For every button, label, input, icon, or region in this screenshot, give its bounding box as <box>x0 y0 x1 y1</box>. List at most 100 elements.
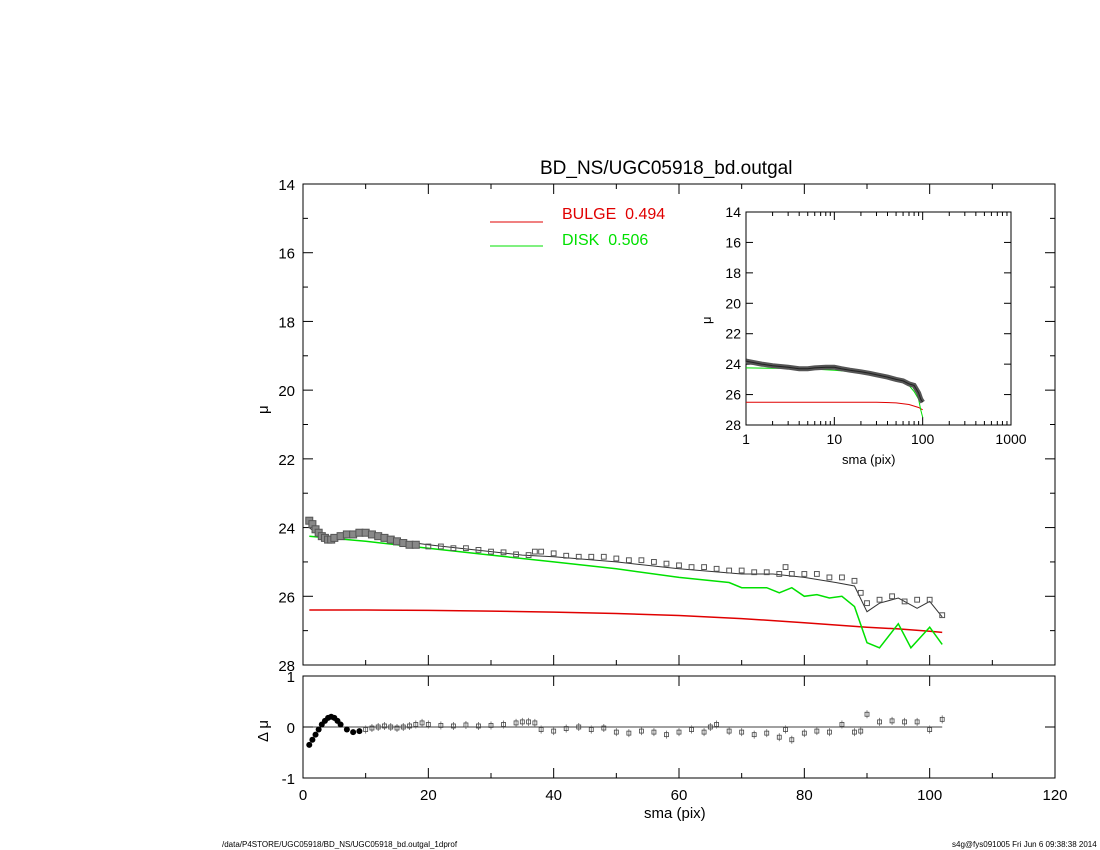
residual-point <box>776 734 782 740</box>
inset-y-axis-label: μ <box>699 316 714 325</box>
legend-bulge-label: BULGE <box>562 206 617 223</box>
observed-point <box>901 598 908 605</box>
inset-y-tick-label: 22 <box>725 326 741 342</box>
observed-point <box>531 548 538 555</box>
observed-point <box>513 551 519 558</box>
observed-point <box>876 596 883 603</box>
observed-point <box>411 540 420 549</box>
residual-point <box>714 722 719 727</box>
observed-point <box>475 547 482 553</box>
residual-point <box>751 732 757 738</box>
main-y-tick-label: 26 <box>278 589 295 606</box>
residual-point <box>419 720 425 726</box>
residual-point <box>438 723 444 728</box>
x-tick-label: 80 <box>796 787 813 804</box>
residual-y-axis-label: Δ μ <box>255 719 272 742</box>
residual-point <box>306 741 313 748</box>
residual-point <box>343 726 350 733</box>
observed-point <box>713 565 720 572</box>
residual-point <box>601 725 607 731</box>
residual-point <box>394 725 400 731</box>
residual-point <box>613 729 619 735</box>
residual-point <box>651 729 657 735</box>
observed-point <box>463 545 469 552</box>
main-y-tick-label: 18 <box>278 314 295 331</box>
legend-disk: DISK 0.506 <box>562 232 648 250</box>
legend-disk-label: DISK <box>562 232 600 249</box>
residual-point <box>382 723 387 729</box>
observed-point <box>613 555 620 562</box>
residual-point <box>701 729 707 735</box>
residual-point <box>789 737 795 743</box>
residual-point <box>858 728 864 734</box>
inset-y-tick-label: 20 <box>725 295 741 311</box>
residual-point <box>739 729 745 735</box>
observed-point <box>788 571 795 577</box>
residual-point <box>407 723 412 729</box>
inset-y-tick-label: 26 <box>725 387 741 403</box>
residual-panel: 10-10 20 40 60 80 100 120 <box>282 669 1068 804</box>
residual-point <box>463 722 469 728</box>
residual-point <box>726 728 732 734</box>
legend-bulge-value: 0.494 <box>625 206 666 223</box>
main-profile-panel: 14 16 18 20 22 24 26 28 <box>278 177 1056 675</box>
inset-x-tick-label: 1 <box>742 431 750 447</box>
residual-point <box>369 725 375 731</box>
residual-point <box>488 723 494 728</box>
observed-point <box>889 593 895 600</box>
observed-point <box>738 567 745 574</box>
residual-point <box>375 724 381 730</box>
residual-y-tick-label: -1 <box>282 771 295 788</box>
inset-y-tick-label: 18 <box>725 265 741 281</box>
inset-plot-frame <box>745 211 1012 426</box>
residual-point <box>852 729 857 735</box>
residual-point <box>309 736 316 743</box>
observed-point <box>600 553 607 560</box>
residual-y-tick-label: 0 <box>287 720 295 737</box>
bulge-model-line <box>309 609 943 634</box>
residual-point <box>889 718 895 724</box>
observed-point <box>926 596 933 603</box>
residual-point <box>707 724 713 730</box>
x-tick-label: 100 <box>917 787 942 804</box>
residual-point <box>526 719 531 725</box>
observed-point <box>538 548 545 555</box>
observed-point <box>638 557 645 564</box>
residual-point <box>425 722 431 727</box>
residual-y-tick-label: 1 <box>287 669 295 686</box>
x-tick-label: 0 <box>299 787 307 804</box>
observed-point <box>826 574 833 581</box>
x-tick-label: 120 <box>1042 787 1067 804</box>
inset-x-axis-label: sma (pix) <box>842 452 896 467</box>
residual-point <box>538 727 544 732</box>
observed-point <box>500 549 507 556</box>
observed-point <box>857 589 864 596</box>
observed-point <box>851 577 858 584</box>
residual-point <box>519 719 525 725</box>
observed-point <box>663 560 670 567</box>
residual-point <box>576 724 582 730</box>
observed-point <box>763 569 770 576</box>
observed-point <box>625 557 632 564</box>
main-y-tick-label: 24 <box>278 521 295 538</box>
residual-point <box>839 722 845 727</box>
observed-point <box>801 571 808 577</box>
residual-point <box>864 711 870 717</box>
inset-x-tick-label: 100 <box>911 431 935 447</box>
inset-log-panel: 14 16 18 20 22 24 26 281 10 100 1000 <box>725 204 1026 447</box>
observed-point <box>437 543 444 550</box>
observed-point <box>575 553 582 560</box>
observed-point <box>751 569 758 576</box>
residual-point <box>501 722 506 727</box>
main-y-tick-label: 14 <box>278 177 295 194</box>
main-y-tick-label: 20 <box>278 383 295 400</box>
x-tick-label: 20 <box>420 787 437 804</box>
observed-point <box>550 550 557 557</box>
x-tick-label: 40 <box>545 787 562 804</box>
observed-point <box>701 564 707 570</box>
inset-background <box>746 212 1011 425</box>
residual-point <box>513 720 519 726</box>
residual-point <box>563 726 569 731</box>
inset-total-line <box>745 360 924 403</box>
